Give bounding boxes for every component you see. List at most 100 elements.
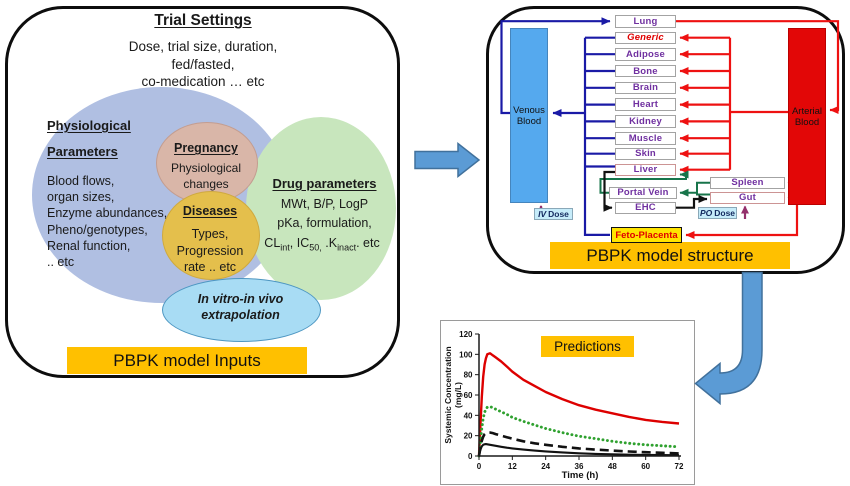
organ-box-muscle: Muscle [615,132,676,145]
x-tick-label: 36 [575,462,584,471]
structure-to-predictions-arrow [694,271,763,406]
po-dose-box: PO Dose [698,206,737,219]
drug-parameters-line3-segment: int [280,242,290,253]
physiological-item: Pheno/genotypes, [47,222,148,237]
physiological-item: Enzyme abundances, [47,206,168,221]
trial-settings-subtitle: Dose, trial size, duration, fed/fasted, co… [60,38,346,91]
x-tick-label: 60 [641,462,650,471]
y-tick-label: 0 [468,452,473,461]
ivive-line: extrapolation [201,308,280,322]
y-axis-label-1: Systemic Concentration [443,346,453,443]
diseases-line: Progression [176,243,244,258]
axis-ticks: 0 20 40 60 80 100 120 0 12 24 36 48 60 72 [459,330,684,471]
po-dose-text: Dose [714,207,736,218]
y-tick-label: 40 [464,411,473,420]
trial-settings-subtitle-line: Dose, trial size, duration, [128,39,278,54]
iv-dose-box: IV Dose [534,208,573,220]
arterial-flow-lines [676,20,840,239]
curve-green-dotted [477,405,681,458]
iv-dose-text: Dose [548,208,569,219]
drug-parameters-heading: Drug parameters [272,176,377,191]
predictions-label-box [541,336,634,357]
x-tick-label: 12 [508,462,517,471]
drug-parameters-line3-segment: .K [321,236,338,250]
y-tick-label: 80 [464,371,473,380]
portal-flow-lines [599,170,710,197]
y-tick-label: 60 [464,391,473,400]
ivive-line: In vitro-in vivo [197,292,284,306]
drug-parameters-line3-segment: , IC [289,236,310,250]
pregnancy-circle [156,122,258,204]
arterial-blood-label: Blood [794,116,820,128]
x-axis-label: Time (h) [562,470,599,481]
y-tick-label: 120 [459,330,473,339]
x-tick-label: 72 [675,462,684,471]
drug-parameters-circle [246,117,396,300]
physiological-item: Blood flows, [47,174,115,188]
ivive-ellipse [162,278,321,342]
diseases-text: Types, Progression rate .. etc [160,226,260,276]
arterial-blood-box: Arterial Blood [788,28,826,205]
pregnancy-text: Physiological changes [155,161,257,192]
venous-blood-label: Venous [513,104,545,116]
predictions-chart: 0 20 40 60 80 100 120 0 12 24 36 48 60 72 Predictions… [440,320,695,485]
organ-box-bone: Bone [615,64,676,78]
drug-parameters-line3-segment: CL [264,236,281,250]
organ-box-kidney: Kidney [615,115,676,128]
y-axis-label-2: (mg/L) [453,382,463,408]
trial-settings-title: Trial Settings [154,12,252,29]
arterial-blood-label: Arterial [791,105,823,117]
physiological-item: organ sizes, [47,190,115,205]
feto-placenta-box: Feto-Placenta [611,227,682,243]
organ-box-adipose: Adipose [615,48,676,61]
predictions-label: Predictions [554,339,621,354]
ehc-flow-lines [603,170,708,212]
venous-flow-lines [500,17,615,236]
organ-box-ehc: EHC [615,201,676,214]
venous-blood-label: Blood [516,115,542,127]
drug-parameters-line2: pKa, formulation, [277,216,372,230]
drug-parameters-line3-segment: inact [337,242,357,253]
pregnancy-line: changes [183,176,229,191]
iv-dose-prefix: IV [538,208,547,219]
physiological-item: Renal function, [47,238,131,253]
organ-box-skin: Skin [615,147,676,160]
organ-box-heart: Heart [615,98,676,111]
organ-box-portal-vein: Portal Vein [609,186,677,199]
organ-box-brain: Brain [615,81,676,95]
y-tick-label: 20 [464,432,473,441]
curve-red-solid [477,352,680,457]
pbpk-structure-banner: PBPK model structure [550,242,790,269]
venous-blood-box: Venous Blood [510,28,548,203]
trial-settings-subtitle-line: co-medication … etc [141,74,265,89]
pregnancy-heading: Pregnancy [174,141,238,155]
curve-black-solid [477,443,680,457]
pbpk-inputs-banner: PBPK model Inputs [67,347,307,374]
y-tick-label: 100 [459,350,473,359]
physiological-heading-2: Parameters [47,144,118,159]
organ-box-gut: Gut [710,191,785,204]
diseases-line: Types, [191,227,229,241]
physiological-item: .. etc [47,255,75,270]
drug-parameters-line3-segment: . etc [356,236,380,250]
organ-box-spleen: Spleen [710,176,785,189]
diseases-line: rate .. etc [183,260,237,274]
inputs-to-structure-arrow [414,141,481,179]
drug-parameters-line3: CLint, IC50, .Kinact. etc [246,236,398,253]
organ-box-lung: Lung [615,15,676,28]
organ-box-generic: Generic [615,31,676,44]
x-tick-label: 24 [541,462,550,471]
predictions-plot: 0 20 40 60 80 100 120 0 12 24 36 48 60 72 Predictions… [443,330,684,481]
drug-parameters-line3-segment: 50, [309,242,322,253]
drug-parameters-line1: MWt, B/P, LogP [280,197,369,211]
ivive-label: In vitro-in vivo extrapolation [162,291,319,323]
concentration-curves [477,352,681,458]
physiological-heading-1: Physiological [47,118,131,133]
trial-settings-subtitle-line: fed/fasted, [171,56,235,72]
curve-black-dashed [477,431,680,457]
po-dose-prefix: PO [699,207,713,218]
pregnancy-line: Physiological [170,161,242,175]
diseases-heading: Diseases [182,204,238,218]
